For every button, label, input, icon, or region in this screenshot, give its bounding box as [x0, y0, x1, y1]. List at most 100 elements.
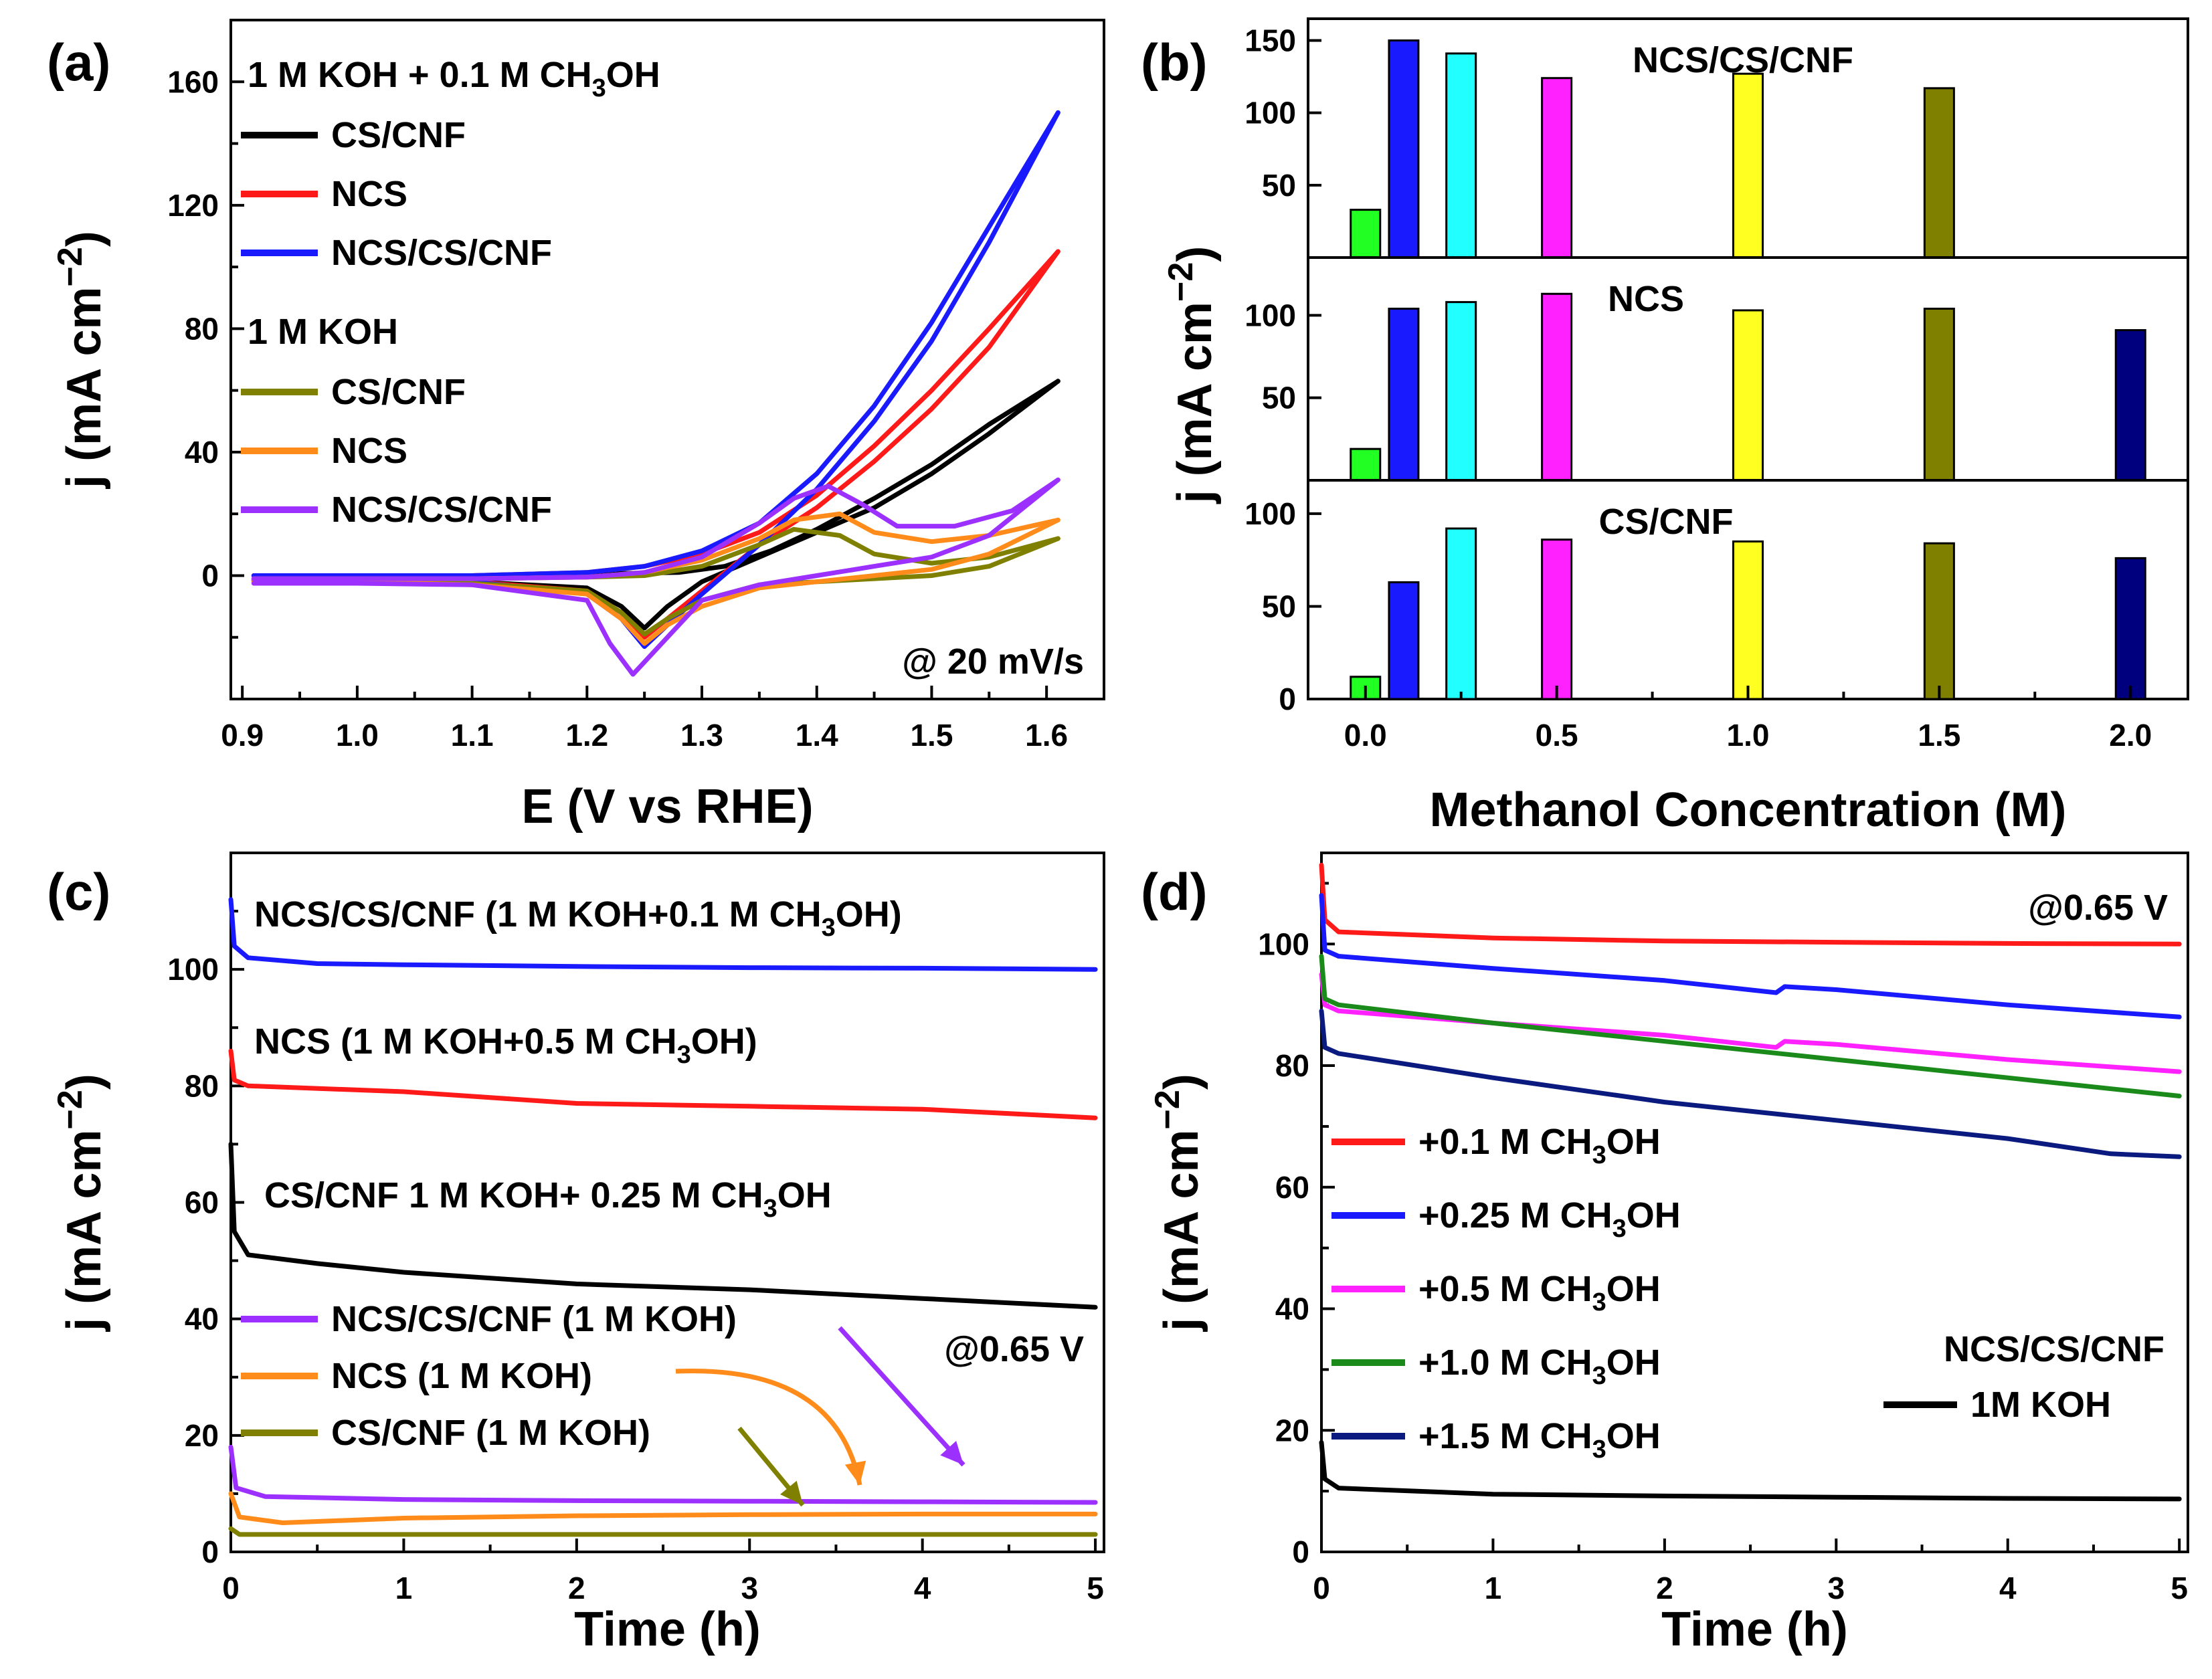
panel-a-legend-label: CS/CNF [331, 115, 466, 155]
panel-a-annotation: @ 20 mV/s [902, 641, 1084, 682]
panel-c-series-line [228, 1491, 1098, 1525]
panel-d-legend-label: +0.25 M CH3OH [1418, 1195, 1681, 1243]
panel-b-bar [2114, 557, 2146, 700]
panel-c-arrow-line [838, 1326, 965, 1467]
panel-a-legend-label: NCS/CS/CNF [331, 233, 552, 273]
panel-a-xtick-label: 1.2 [565, 718, 608, 753]
panel-b-ylabel: j (mA cm−2) [1162, 246, 1222, 505]
panel-d-ytick-label: 60 [1275, 1170, 1309, 1205]
panel-a-legend-label: NCS/CS/CNF [331, 490, 552, 530]
panel-d-series-line [1319, 862, 2182, 947]
panel-b-bar [1923, 87, 1955, 259]
panel-b-bar [1541, 77, 1573, 259]
panel-c-xtick-label: 2 [568, 1571, 585, 1605]
panel-a-ytick-label: 80 [185, 311, 219, 346]
panel-d-label: (d) [1141, 862, 1208, 921]
panel-c-ytick-label: 80 [185, 1068, 219, 1103]
panel-c-ytick-label: 20 [185, 1418, 219, 1453]
panel-a-ylabel: j (mA cm−2) [51, 231, 111, 490]
panel-c-xtick-label: 3 [741, 1571, 758, 1605]
panel-d-ytick-label: 40 [1275, 1292, 1309, 1326]
panel-b-subplot-title: NCS [1608, 279, 1684, 319]
panel-b-bar [1388, 307, 1420, 482]
panel-a-legend-title: 1 M KOH + 0.1 M CH3OH [248, 55, 660, 102]
panel-d-legend-label: +0.5 M CH3OH [1418, 1269, 1661, 1316]
panel-c-arrow-head [780, 1480, 803, 1505]
panel-c-series-label: NCS/CS/CNF (1 M KOH+0.1 M CH3OH) [254, 894, 902, 942]
panel-b-bar [1388, 581, 1420, 700]
panel-c-series-label: CS/CNF 1 M KOH+ 0.25 M CH3OH [264, 1175, 832, 1223]
panel-c-xlabel: Time (h) [574, 1603, 761, 1656]
panel-c-xtick-label: 4 [914, 1571, 931, 1605]
panel-c-series-line [228, 1048, 1098, 1120]
panel-b-bar-plot: 50 100 150 NCS/CS/CNF 50 100 NCS 0 50 100 CS/CNF 0.… [1162, 17, 2189, 837]
panel-c-series-label: NCS (1 M KOH+0.5 M CH3OH) [254, 1021, 757, 1069]
panel-d-series-line [1319, 972, 2182, 1074]
panel-b-ytick-label: 0 [1279, 682, 1296, 716]
panel-a-xtick-label: 0.9 [221, 718, 264, 753]
panel-d-ytick-label: 0 [1292, 1535, 1309, 1569]
panel-c-arrow-line [675, 1368, 862, 1486]
panel-b-bar [1923, 542, 1955, 700]
panel-c-legend-label: NCS (1 M KOH) [331, 1356, 592, 1396]
panel-b-bar [1923, 307, 1955, 482]
panel-a-ytick-label: 40 [185, 435, 219, 470]
panel-a-ytick-label: 160 [167, 64, 219, 99]
panel-d-series-line [1319, 954, 2182, 1098]
panel-b-bar [1732, 309, 1764, 482]
panel-c-annotation: @0.65 V [944, 1329, 1084, 1369]
panel-b-ytick-label: 50 [1262, 381, 1296, 415]
panel-c-xtick-label: 5 [1087, 1571, 1104, 1605]
panel-b-bar [1445, 52, 1477, 259]
panel-d-ytick-label: 20 [1275, 1413, 1309, 1448]
panel-a-cv-forward [251, 110, 1061, 578]
panel-b-xtick-label: 0.5 [1536, 718, 1578, 753]
panel-d-series-line [1319, 1440, 2182, 1502]
panel-b-xtick-label: 2.0 [2109, 718, 2152, 753]
panel-b-ytick-label: 150 [1245, 23, 1296, 58]
panel-d-series-line [1319, 893, 2182, 1019]
panel-d-koh-label: 1M KOH [1970, 1385, 2111, 1425]
panel-d-xtick-label: 1 [1485, 1571, 1502, 1605]
panel-a-xtick-label: 1.5 [910, 718, 953, 753]
panel-c-ytick-label: 40 [185, 1302, 219, 1337]
panel-b-bar [1445, 301, 1477, 482]
panel-b-bar [2114, 329, 2146, 482]
panel-a-xtick-label: 1.4 [796, 718, 838, 753]
panel-d-xtick-label: 5 [2171, 1571, 2188, 1605]
panel-a-xtick-label: 1.6 [1025, 718, 1068, 753]
panel-a-frame [229, 19, 1105, 700]
panel-c-arrow-head [940, 1441, 963, 1465]
panel-a-xtick-label: 1.0 [336, 718, 379, 753]
panel-a-legend-title: 1 M KOH [248, 312, 398, 352]
panel-c-legend-label: CS/CNF (1 M KOH) [331, 1413, 650, 1453]
panel-d-ytick-label: 100 [1258, 926, 1309, 961]
panel-c-xtick-label: 1 [395, 1571, 413, 1605]
panel-b-bar [1350, 448, 1382, 482]
panel-b-subplot-title: CS/CNF [1599, 502, 1734, 542]
panel-b-bar [1388, 39, 1420, 259]
panel-b-xtick-label: 1.5 [1918, 718, 1960, 753]
panel-d-legend-label: +0.1 M CH3OH [1418, 1122, 1661, 1169]
panel-c-series-line [228, 1444, 1098, 1505]
panel-c-series-line [228, 1141, 1098, 1310]
panel-a-ytick-label: 0 [201, 558, 219, 593]
panel-b-xtick-label: 0.0 [1344, 718, 1387, 753]
panel-c-ytick-label: 100 [167, 952, 219, 987]
panel-c-ytick-label: 60 [185, 1185, 219, 1220]
panel-c-chrono-plot: 0 1 2 3 4 5 0 20 40 60 80 100 NCS/CS/CNF (1 M KOH+0.… [51, 852, 1105, 1656]
panel-a-legend-label: NCS [331, 431, 407, 471]
panel-b-ytick-label: 50 [1262, 589, 1296, 623]
panel-c-xtick-label: 0 [222, 1571, 240, 1605]
panel-b-xtick-label: 1.0 [1727, 718, 1770, 753]
panel-c-ylabel: j (mA cm−2) [51, 1074, 111, 1332]
panel-b-ytick-label: 100 [1245, 298, 1296, 332]
panel-c-series-line [228, 897, 1098, 972]
panel-a-cv-plot: 0.9 1.0 1.1 1.2 1.3 1.4 1.5 1.6 0 40 80 120 160 E (V … [51, 19, 1105, 833]
panel-d-series-line [1319, 1008, 2182, 1159]
panel-a-cv-reverse [251, 477, 1061, 677]
panel-a-xlabel: E (V vs RHE) [521, 780, 813, 833]
panel-a-cv-forward [251, 477, 1061, 581]
panel-b-subplot-title: NCS/CS/CNF [1633, 40, 1853, 80]
panel-c-legend-label: NCS/CS/CNF (1 M KOH) [331, 1299, 737, 1339]
